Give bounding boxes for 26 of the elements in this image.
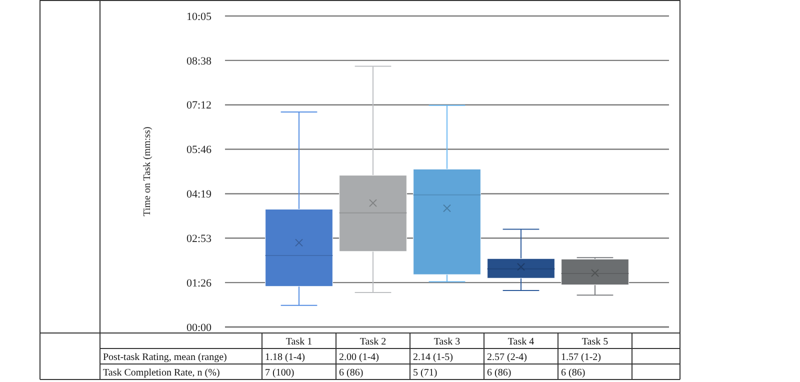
text: 6 (86): [561, 368, 586, 378]
x-tick-label: Task 1: [286, 336, 312, 348]
y-tick-label: 10:05: [186, 10, 212, 23]
text: 2.00 (1-4): [339, 352, 379, 363]
text: Task Completion Rate, n (%): [103, 368, 220, 378]
text: 7 (100): [265, 368, 294, 378]
y-tick-label: 07:12: [186, 100, 212, 112]
x-tick-label: Task 3: [434, 336, 460, 348]
text: 1.57 (1-2): [561, 352, 601, 363]
y-axis-title: Time on Task (mm:ss): [142, 126, 153, 216]
y-tick-label: 05:46: [186, 144, 212, 156]
y-tick-label: 00:00: [186, 322, 212, 334]
text: 1.18 (1-4): [265, 352, 305, 363]
x-tick-label: Task 2: [360, 336, 386, 348]
text: Post-task Rating, mean (range): [103, 352, 227, 363]
y-tick-label: 04:19: [186, 188, 212, 201]
text: 2.57 (2-4): [487, 352, 527, 363]
text: 2.14 (1-5): [413, 352, 453, 363]
x-tick-label: Task 4: [508, 336, 534, 348]
y-tick-label: 02:53: [186, 232, 212, 245]
text: 6 (86): [487, 368, 512, 378]
text: 5 (71): [413, 368, 438, 378]
y-tick-label: 08:38: [186, 55, 212, 68]
y-tick-label: 01:26: [186, 277, 212, 290]
text: 6 (86): [339, 368, 364, 378]
x-tick-label: Task 5: [582, 336, 608, 348]
